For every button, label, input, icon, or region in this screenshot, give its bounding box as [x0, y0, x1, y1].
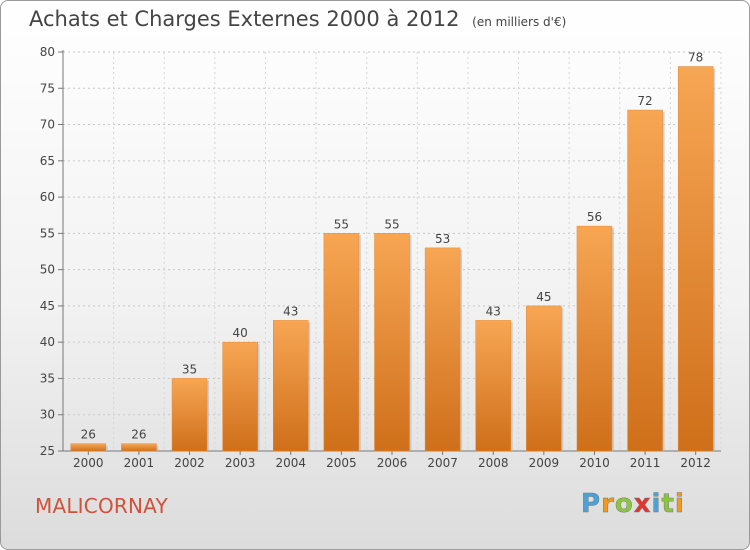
y-tick-label: 70 [40, 118, 55, 132]
y-tick-label: 45 [40, 299, 55, 313]
chart-subtitle: (en milliers d'€) [472, 15, 567, 29]
y-tick-label: 65 [40, 154, 55, 168]
value-label: 56 [587, 210, 602, 224]
bar-2011 [627, 109, 663, 452]
y-tick-label: 80 [40, 45, 55, 59]
value-label: 55 [334, 217, 349, 231]
y-tick-label: 35 [40, 371, 55, 385]
value-label: 26 [131, 428, 146, 442]
logo-letter: x [633, 489, 652, 520]
bar-2012 [677, 66, 714, 452]
x-tick-label: 2002 [174, 456, 205, 470]
value-label: 26 [81, 428, 96, 442]
value-label: 43 [486, 304, 501, 318]
x-tick-label: 2004 [275, 456, 306, 470]
bar-2005 [323, 233, 360, 452]
bar-2004 [273, 320, 309, 452]
logo-letter: t [661, 489, 675, 520]
x-tick-label: 2003 [225, 456, 256, 470]
axis-layer: 25 30 35 40 45 50 55 60 65 70 75 80 [40, 45, 721, 458]
value-label: 78 [688, 51, 703, 65]
x-tick-label: 2006 [377, 456, 408, 470]
y-tick-label: 55 [40, 226, 55, 240]
y-tick-label: 25 [40, 444, 55, 458]
y-tick-label: 30 [40, 408, 55, 422]
grid-layer [62, 51, 722, 452]
commune-name: MALICORNAY [35, 494, 168, 518]
bar-2000 [70, 443, 107, 452]
bar-2003 [222, 341, 258, 452]
bar-2010 [576, 225, 613, 452]
chart-title: Achats et Charges Externes 2000 à 2012 (… [29, 7, 566, 31]
y-tick-label: 40 [40, 335, 55, 349]
label-layer: 26 2000 26 2001 35 2002 40 2003 43 2004 55 2005 55 20… [73, 51, 711, 470]
logo-letter: i [651, 489, 662, 520]
value-label: 43 [283, 304, 298, 318]
value-label: 53 [435, 232, 450, 246]
bar-2009 [526, 305, 562, 452]
value-label: 55 [384, 217, 399, 231]
x-tick-label: 2009 [529, 456, 560, 470]
logo-letter: r [601, 489, 615, 520]
logo-letter: o [614, 489, 634, 520]
x-tick-label: 2000 [73, 456, 104, 470]
value-label: 35 [182, 362, 197, 376]
x-tick-label: 2007 [427, 456, 458, 470]
x-tick-label: 2001 [124, 456, 155, 470]
bar-2001 [121, 443, 157, 452]
x-tick-label: 2012 [680, 456, 711, 470]
x-tick-label: 2010 [579, 456, 610, 470]
bar-2006 [374, 233, 410, 452]
bar-layer [70, 66, 716, 452]
bar-2007 [424, 247, 461, 452]
bar-2002 [171, 378, 208, 452]
logo-letter: P [581, 489, 602, 520]
value-label: 45 [536, 290, 551, 304]
y-tick-label: 75 [40, 81, 55, 95]
chart-title-text: Achats et Charges Externes 2000 à 2012 [29, 7, 460, 31]
bar-2008 [475, 320, 511, 452]
x-tick-label: 2008 [478, 456, 509, 470]
x-tick-label: 2005 [326, 456, 357, 470]
proxiti-logo: Proxiti [581, 489, 685, 520]
value-label: 40 [233, 326, 248, 340]
x-tick-label: 2011 [630, 456, 661, 470]
y-tick-label: 60 [40, 190, 55, 204]
value-label: 72 [637, 94, 652, 108]
y-tick-label: 50 [40, 263, 55, 277]
logo-letter: i [674, 489, 685, 520]
